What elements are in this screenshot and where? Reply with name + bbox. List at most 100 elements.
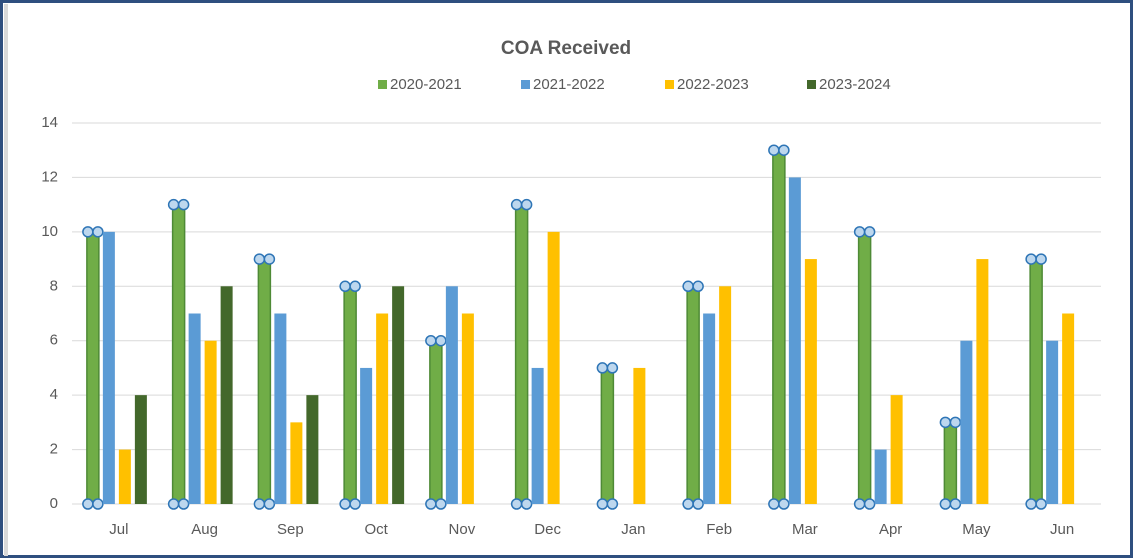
bar — [171, 203, 186, 505]
selection-handle — [435, 334, 447, 347]
selection-handle — [949, 416, 962, 429]
selection-handle — [339, 498, 351, 510]
bar — [392, 286, 405, 504]
selection-handle — [682, 498, 694, 510]
x-tick-label: Oct — [364, 521, 388, 538]
legend-swatch — [521, 80, 530, 89]
legend-label: 2023-2024 — [819, 76, 891, 93]
legend-swatch — [665, 80, 674, 89]
bar — [514, 203, 529, 505]
bar — [204, 340, 217, 504]
y-tick-label: 6 — [50, 332, 58, 349]
bar — [220, 286, 233, 504]
bar — [306, 395, 319, 504]
bar — [1029, 258, 1043, 505]
bar — [703, 313, 716, 504]
selection-handle — [853, 226, 866, 238]
selection-handle — [596, 362, 609, 374]
selection-handle — [82, 226, 94, 238]
selection-handle — [349, 498, 361, 510]
bar — [547, 231, 560, 504]
x-tick-label: Jul — [109, 521, 128, 538]
bar — [102, 231, 115, 504]
selection-handle — [82, 498, 94, 510]
selection-handle — [253, 253, 266, 265]
y-tick-label: 8 — [50, 277, 58, 294]
legend-label: 2021-2022 — [533, 76, 605, 93]
selection-handle — [92, 226, 104, 238]
bar — [788, 177, 801, 504]
selection-handle — [768, 144, 780, 156]
selection-handle — [510, 198, 523, 211]
bar — [874, 449, 887, 504]
frame-edge — [4, 4, 8, 556]
selection-handle — [1035, 498, 1047, 510]
selection-handle — [177, 198, 190, 211]
legend-label: 2020-2021 — [390, 76, 462, 93]
x-tick-label: Dec — [534, 521, 561, 538]
bar — [343, 285, 357, 505]
bar — [686, 285, 700, 505]
selection-handle — [606, 498, 619, 510]
selection-handle — [425, 334, 437, 347]
x-tick-label: May — [962, 521, 991, 538]
chart-title: COA Received — [501, 38, 631, 59]
selection-handle — [339, 280, 351, 293]
bar — [257, 258, 272, 505]
selection-handle — [778, 144, 790, 156]
y-tick-label: 12 — [41, 168, 58, 185]
bar — [360, 367, 373, 504]
bar — [1046, 340, 1059, 504]
selection-handle — [863, 226, 876, 238]
selection-handle — [1025, 498, 1037, 510]
y-tick-label: 2 — [50, 441, 58, 458]
selection-handle — [167, 198, 180, 211]
x-tick-label: Aug — [191, 521, 218, 538]
bar — [134, 395, 147, 504]
bar — [531, 367, 544, 504]
selection-handle — [606, 362, 619, 374]
selection-handle — [520, 198, 533, 211]
bar — [857, 231, 872, 505]
bar — [960, 340, 973, 504]
y-tick-label: 0 — [50, 495, 58, 512]
selection-handle — [425, 498, 437, 510]
selection-handle — [263, 253, 276, 265]
bar — [188, 313, 201, 504]
selection-handle — [263, 498, 276, 510]
selection-handle — [520, 498, 533, 510]
bar — [118, 449, 131, 504]
selection-handle — [177, 498, 190, 510]
legend-label: 2022-2023 — [677, 76, 749, 93]
selection-handle — [853, 498, 866, 510]
selection-handle — [939, 416, 952, 429]
selection-handle — [596, 498, 609, 510]
bar — [976, 259, 989, 504]
selection-handle — [349, 280, 361, 293]
selection-handle — [1025, 253, 1037, 265]
x-tick-label: Apr — [879, 521, 902, 538]
bar — [274, 313, 287, 504]
bar — [633, 367, 646, 504]
x-tick-label: Mar — [792, 521, 818, 538]
selection-handle — [92, 498, 104, 510]
selection-handle — [435, 498, 447, 510]
bar — [461, 313, 474, 504]
selection-handle — [253, 498, 266, 510]
x-tick-label: Sep — [277, 521, 304, 538]
selection-handle — [863, 498, 876, 510]
selection-handle — [692, 498, 704, 510]
legend-swatch — [807, 80, 816, 89]
x-tick-label: Nov — [449, 521, 476, 538]
selection-handle — [682, 280, 694, 293]
bar — [445, 286, 458, 504]
bar — [376, 313, 389, 504]
x-tick-label: Jun — [1050, 521, 1074, 538]
bar — [86, 231, 100, 505]
bar — [890, 395, 903, 504]
selection-handle — [939, 498, 952, 510]
selection-handle — [510, 498, 523, 510]
selection-handle — [1035, 253, 1047, 265]
